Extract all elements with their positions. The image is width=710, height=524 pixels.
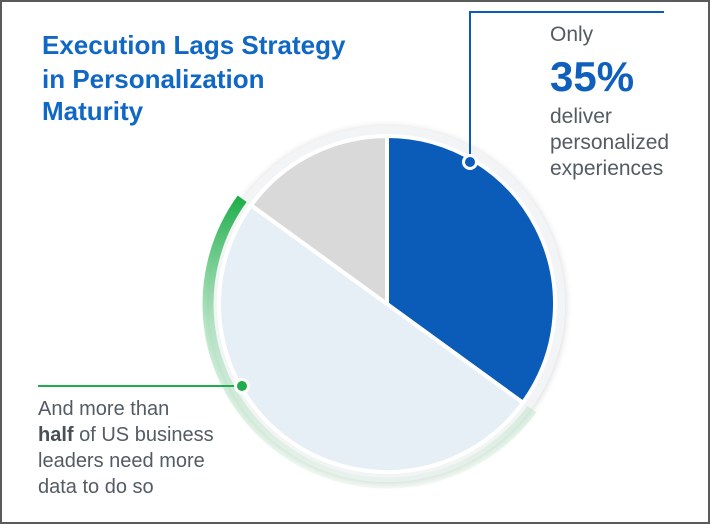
highlight-ring-arc xyxy=(202,195,537,489)
callout-left-line-4: data to do so xyxy=(38,476,154,498)
callout-marker-green xyxy=(234,378,250,394)
callout-prefix: Only xyxy=(550,23,594,46)
pie-slice-3 xyxy=(249,134,389,306)
callout-left-line-1: And more than xyxy=(38,398,170,420)
callout-left-line-3: leaders need more xyxy=(38,450,205,472)
chart-title-line-3: Maturity xyxy=(42,96,144,126)
callout-line-1: deliver xyxy=(550,105,612,128)
callout-left-line-2-rest: of US business xyxy=(73,424,214,446)
callout-left-bold: half xyxy=(38,424,74,446)
callout-line-2: personalized xyxy=(550,131,670,154)
callout-marker-blue xyxy=(462,154,478,170)
pie-slice-2 xyxy=(217,203,525,474)
callout-line-blue xyxy=(469,11,664,162)
callout-half: And more than half of US business leader… xyxy=(38,396,258,500)
callout-35-percent: Only 35% deliver personalized experience… xyxy=(550,22,708,182)
callout-left-line-2: half of US business xyxy=(38,422,258,448)
chart-title-line-2: in Personalization xyxy=(42,64,265,94)
chart-title-line-1: Execution Lags Strategy xyxy=(42,30,346,60)
callout-line-3: experiences xyxy=(550,157,664,180)
pie-slice-1 xyxy=(385,134,557,405)
callout-value: 35% xyxy=(550,53,635,100)
